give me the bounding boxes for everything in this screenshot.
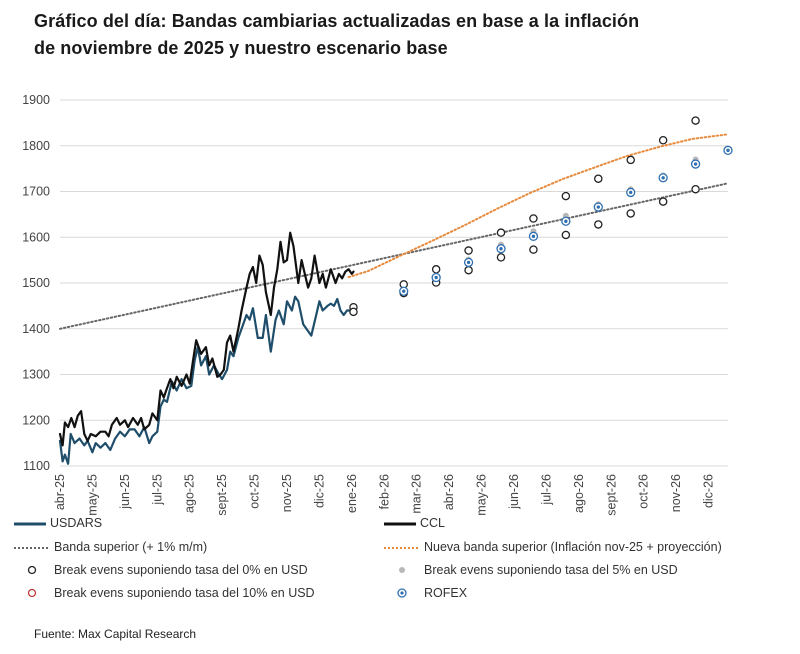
- x-tick-label-may-26: may-26: [475, 474, 489, 516]
- y-tick-label-1600: 1600: [22, 230, 50, 244]
- x-tick-label-nov-26: nov-26: [669, 474, 683, 512]
- chart-title-line-1: Gráfico del día: Bandas cambiarias actua…: [34, 11, 640, 31]
- x-tick-label-oct-25: oct-25: [248, 474, 262, 509]
- point-rofex-1-center: [434, 275, 438, 280]
- point-rofex-10-center: [726, 148, 730, 153]
- x-tick-label-jun-26: jun-26: [507, 474, 521, 510]
- legend-label-usdars: USDARS: [50, 516, 103, 530]
- legend-item-rofex: ROFEX: [384, 586, 467, 600]
- legend-symbol-banda: [14, 540, 50, 554]
- legend-label-be0: Break evens suponiendo tasa del 0% en US…: [54, 563, 308, 577]
- point-be0-6: [594, 174, 603, 183]
- point-be0-2: [464, 246, 473, 255]
- point-be0-10: [658, 197, 668, 206]
- legend-symbol-rofex: [384, 586, 420, 600]
- point-be0-8: [594, 220, 603, 229]
- point-be0-7: [626, 155, 635, 165]
- legend-label-be5: Break evens suponiendo tasa del 5% en US…: [424, 563, 678, 577]
- x-tick-label-sept-25: sept-25: [215, 474, 229, 516]
- point-rofex-7-center: [629, 190, 633, 195]
- x-tick-label-dic-25: dic-25: [312, 474, 326, 508]
- y-tick-label-1900: 1900: [22, 93, 50, 107]
- legend-label-banda: Banda superior (+ 1% m/m): [54, 540, 208, 554]
- x-tick-label-mar-26: mar-26: [410, 474, 424, 514]
- x-tick-label-abr-26: abr-26: [442, 474, 456, 510]
- x-tick-label-nov-25: nov-25: [280, 474, 294, 512]
- point-rofex-9-center: [693, 162, 698, 166]
- legend-label-nueva-banda: Nueva banda superior (Inflación nov-25 +…: [424, 540, 722, 554]
- point-rofex-5-center: [564, 219, 568, 223]
- legend-label-rofex: ROFEX: [424, 586, 468, 600]
- point-be0-1: [431, 265, 441, 274]
- series-line-banda: [59, 182, 729, 330]
- legend-symbol-be5: [384, 563, 420, 577]
- x-tick-label-may-25: may-25: [85, 474, 99, 516]
- y-tick-label-1400: 1400: [22, 322, 50, 336]
- legend-item-be0: Break evens suponiendo tasa del 0% en US…: [14, 563, 308, 577]
- x-tick-label-ago-26: ago-26: [572, 474, 586, 513]
- point-be0-8: [658, 136, 668, 145]
- x-tick-label-sept-26: sept-26: [604, 474, 618, 516]
- legend-item-be5: Break evens suponiendo tasa del 5% en US…: [384, 563, 678, 577]
- x-tick-label-jul-25: jul-25: [150, 474, 164, 506]
- point-rofex-2-center: [466, 260, 471, 265]
- legend-item-nueva-banda: Nueva banda superior (Inflación nov-25 +…: [384, 540, 722, 554]
- legend-symbol-nueva-banda: [384, 540, 420, 554]
- point-rofex-0-center: [402, 289, 406, 293]
- legend-item-usdars: USDARS: [14, 516, 102, 530]
- legend-symbol-ccl: [384, 516, 416, 530]
- x-tick-label-dic-26: dic-26: [702, 474, 716, 508]
- y-axis: 1100 1200 1300 1400 1500 1600 1700 1800 1900: [22, 93, 50, 473]
- point-be0-5: [496, 253, 506, 262]
- legend-symbol-be10: [14, 586, 50, 600]
- point-be0-5: [561, 191, 571, 201]
- x-tick-label-ene-26: ene-26: [345, 474, 359, 513]
- y-tick-label-1500: 1500: [22, 276, 50, 290]
- legend-item-ccl: CCL: [384, 516, 445, 530]
- legend-item-be10: Break evens suponiendo tasa del 10% en U…: [14, 586, 315, 600]
- point-rofex-4-center: [531, 234, 536, 239]
- point-be0-4: [464, 265, 473, 275]
- y-tick-label-1200: 1200: [22, 413, 50, 427]
- point-be0-6: [529, 245, 538, 254]
- y-tick-label-1100: 1100: [23, 459, 50, 473]
- point-rofex-8-center: [661, 176, 665, 180]
- series-line-nueva-banda: [347, 133, 729, 279]
- legend-symbol-usdars: [14, 516, 46, 530]
- point-be0-9: [691, 116, 700, 125]
- point-be0-7: [561, 230, 571, 240]
- series-line-ccl: [58, 231, 355, 447]
- x-tick-label-oct-26: oct-26: [637, 474, 651, 509]
- series-points: [349, 116, 733, 317]
- point-be0-11: [691, 184, 700, 194]
- legend-label-be10: Break evens suponiendo tasa del 10% en U…: [54, 586, 315, 600]
- point-rofex-6-center: [596, 205, 600, 209]
- y-tick-label-1300: 1300: [22, 368, 50, 382]
- point-be0-9: [626, 209, 635, 218]
- point-rofex-3-center: [499, 246, 503, 251]
- source-note: Fuente: Max Capital Research: [34, 627, 197, 641]
- legend-label-ccl: CCL: [420, 516, 446, 530]
- x-axis: abr-25 may-25 jun-25 jul-25 ago-25 sept-25 oct…: [53, 474, 716, 516]
- y-tick-label-1800: 1800: [22, 139, 50, 153]
- point-be0-1: [349, 307, 358, 317]
- chart-title-line-2: de noviembre de 2025 y nuestro escenario…: [34, 38, 448, 58]
- series-line-usdars: [58, 295, 355, 465]
- series-lines: [58, 133, 729, 465]
- x-tick-label-feb-26: feb-26: [377, 474, 391, 509]
- x-tick-label-ago-25: ago-25: [183, 474, 197, 513]
- legend-item-banda: Banda superior (+ 1% m/m): [14, 540, 207, 554]
- point-be0-3: [496, 228, 506, 237]
- y-tick-label-1700: 1700: [22, 185, 50, 199]
- point-be0-4: [529, 214, 538, 223]
- x-tick-label-jul-26: jul-26: [539, 474, 553, 506]
- chart-title: Gráfico del día: Bandas cambiarias actua…: [34, 8, 734, 62]
- legend: USDARS CCL Banda superior (+ 1% m/m) Nue…: [0, 512, 800, 612]
- gridlines: [60, 99, 728, 467]
- x-tick-label-jun-25: jun-25: [118, 474, 132, 510]
- legend-symbol-be0: [14, 563, 50, 577]
- x-tick-label-abr-25: abr-25: [53, 474, 67, 510]
